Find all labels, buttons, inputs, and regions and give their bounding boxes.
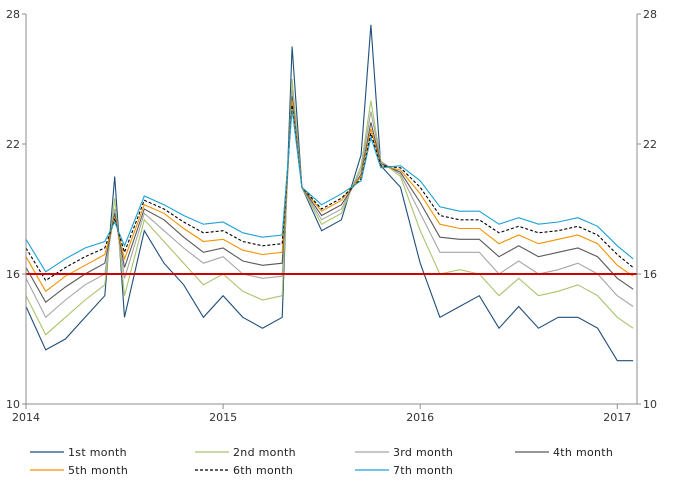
- legend: 1st month 2nd month 3rd month 4th month 5th …: [30, 446, 613, 477]
- legend-label-1: 1st month: [68, 446, 127, 459]
- legend-label-7: 7th month: [393, 464, 453, 477]
- y-tick-label-right: 16: [643, 268, 657, 281]
- x-tick-label: 2014: [12, 411, 40, 424]
- plot-area: [25, 24, 637, 362]
- y-tick-label-left: 10: [6, 398, 20, 411]
- series-line-7: [25, 109, 634, 273]
- series-line-6: [25, 104, 634, 282]
- series-line-1: [25, 24, 634, 362]
- axes: 10 10 16 16 22 22 28 28 2014 2015 2016 2017: [6, 8, 657, 424]
- legend-label-6: 6th month: [233, 464, 293, 477]
- series-line-2: [25, 78, 634, 336]
- legend-label-3: 3rd month: [393, 446, 453, 459]
- series-line-3: [25, 89, 634, 319]
- y-tick-label-right: 28: [643, 8, 657, 21]
- series-line-5: [25, 100, 634, 293]
- x-tick-label: 2015: [209, 411, 237, 424]
- x-tick-label: 2016: [406, 411, 434, 424]
- y-tick-label-left: 16: [6, 268, 20, 281]
- y-tick-label-left: 22: [6, 138, 20, 151]
- series-line-4: [25, 96, 634, 304]
- legend-label-5: 5th month: [68, 464, 128, 477]
- legend-label-2: 2nd month: [233, 446, 296, 459]
- y-tick-label-right: 22: [643, 138, 657, 151]
- y-tick-label-left: 28: [6, 8, 20, 21]
- y-tick-label-right: 10: [643, 398, 657, 411]
- x-tick-label: 2017: [603, 411, 631, 424]
- legend-label-4: 4th month: [553, 446, 613, 459]
